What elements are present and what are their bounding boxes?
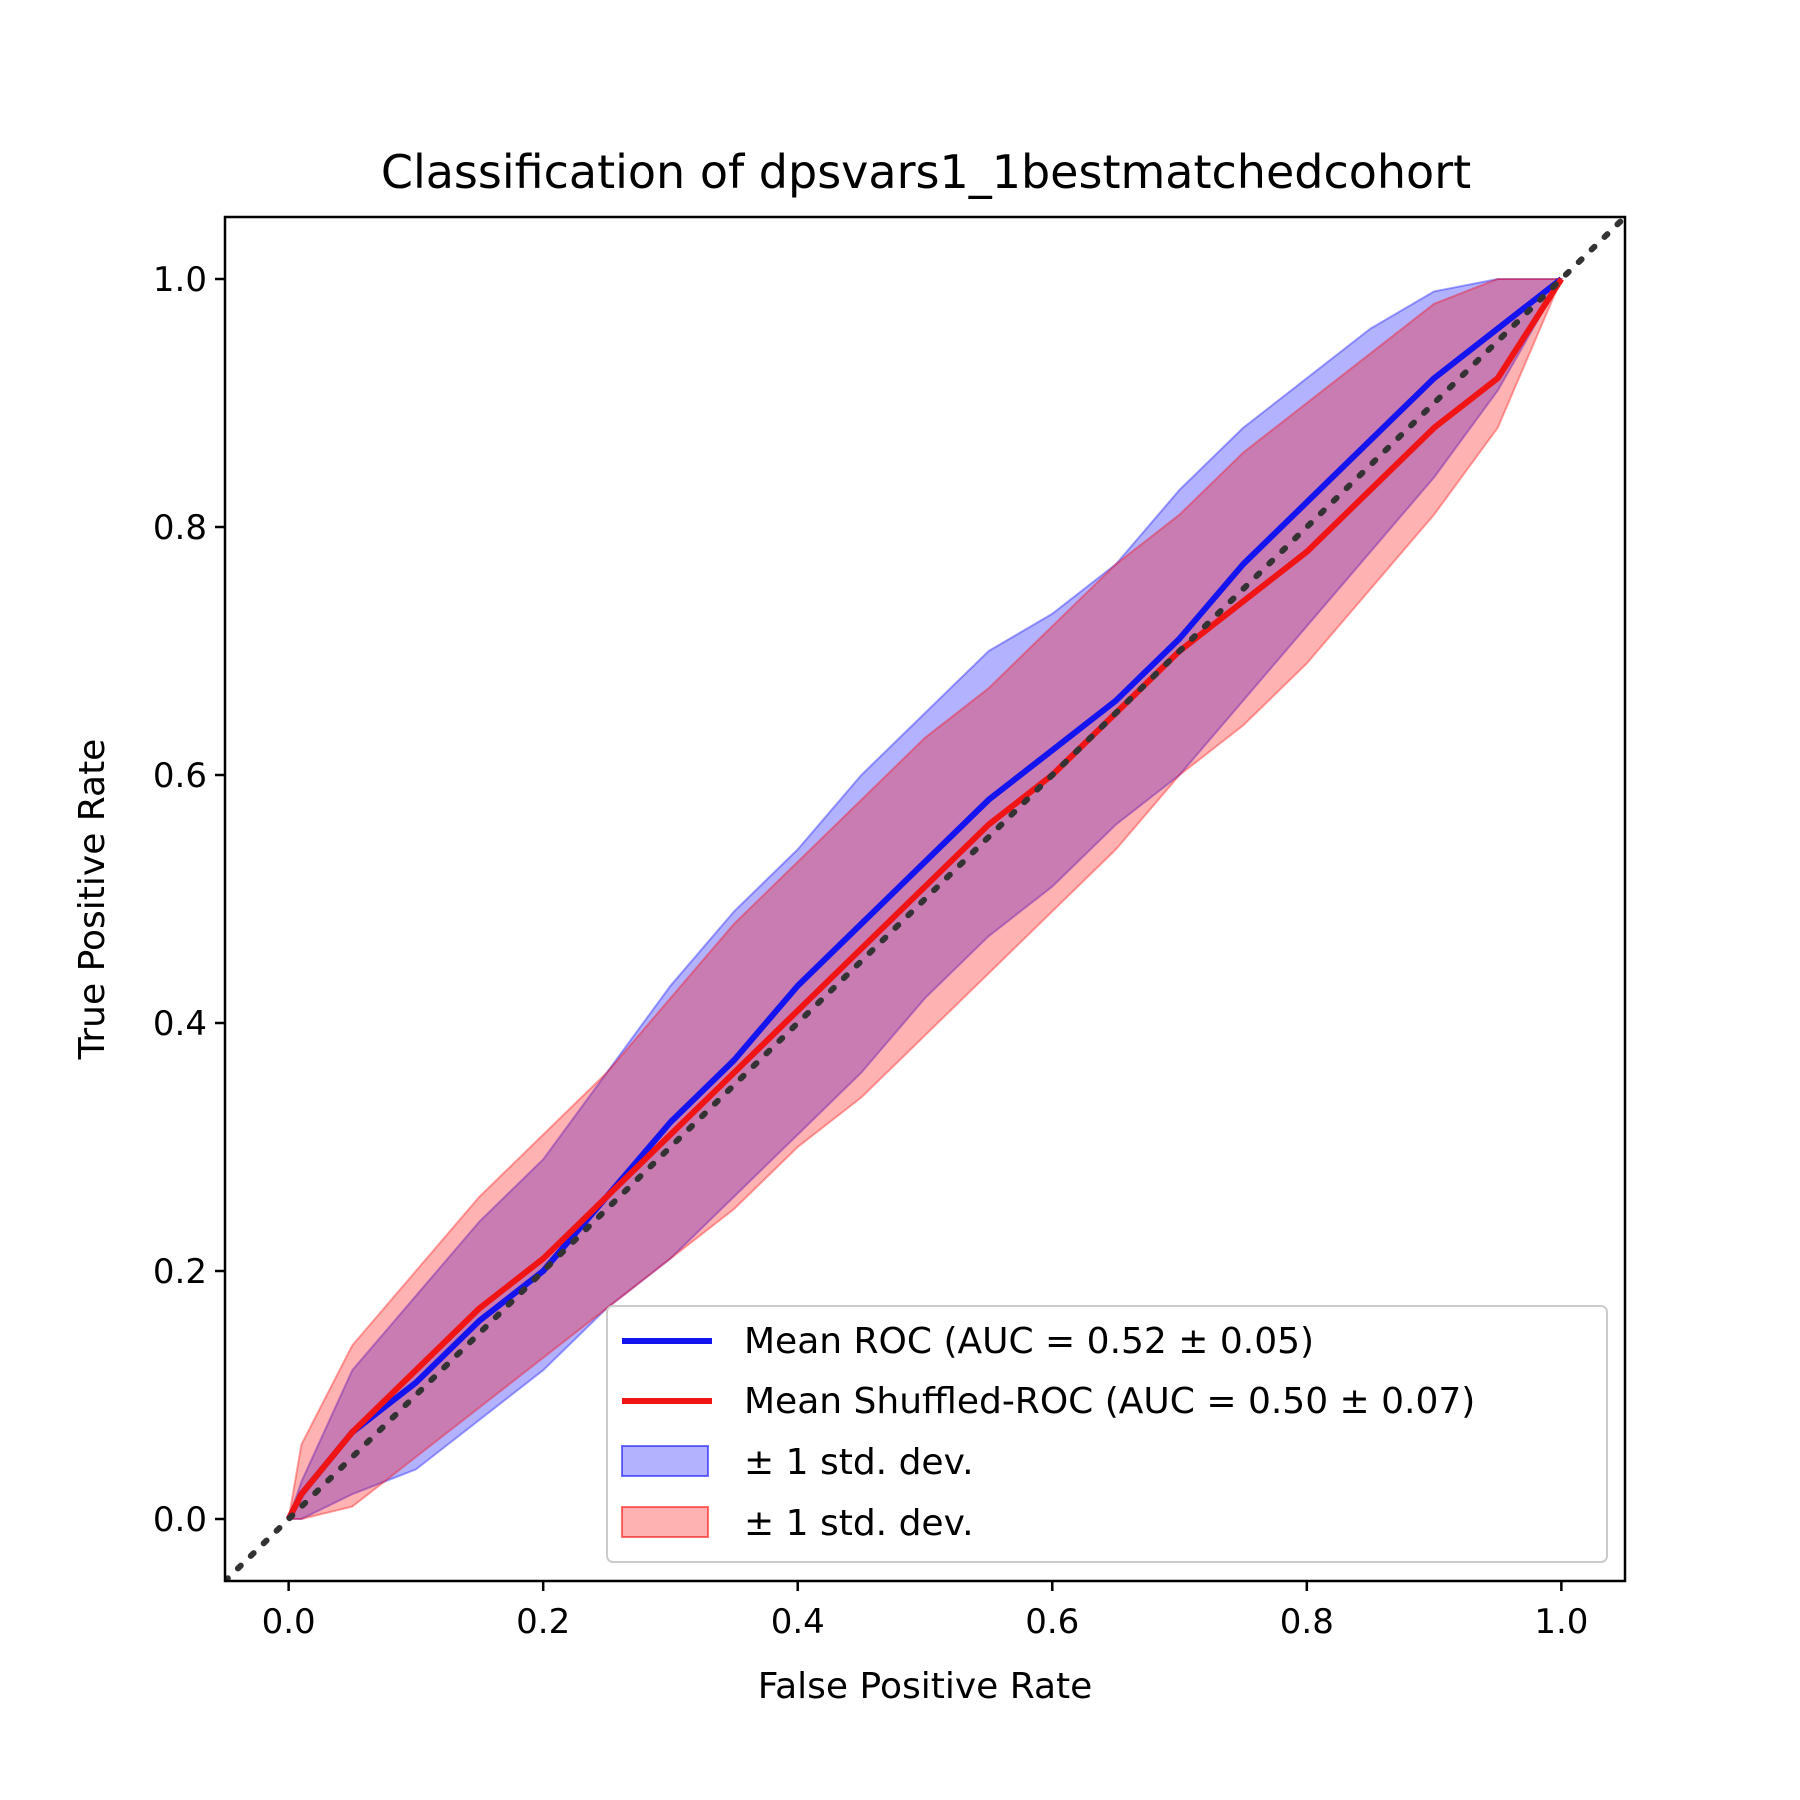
legend-swatch-std-blue [621, 1445, 709, 1477]
x-tick-label: 0.4 [771, 1602, 825, 1642]
plot-area [225, 217, 1625, 1581]
legend: Mean ROC (AUC = 0.52 ± 0.05) Mean Shuffl… [606, 1305, 1608, 1563]
y-tick-label: 0.4 [153, 1004, 207, 1044]
x-tick-label: 1.0 [1534, 1602, 1588, 1642]
y-tick-label: 0.2 [153, 1252, 207, 1292]
legend-swatch-std-red [621, 1506, 709, 1538]
legend-label-mean-roc: Mean ROC (AUC = 0.52 ± 0.05) [744, 1321, 1314, 1362]
mean-roc-line [285, 276, 1564, 1521]
y-tick-label: 0.0 [153, 1500, 207, 1540]
legend-label-shuffled-roc: Mean Shuffled-ROC (AUC = 0.50 ± 0.07) [744, 1381, 1475, 1422]
y-axis: 0.0 0.2 0.4 0.6 0.8 1.0 [153, 260, 225, 1540]
legend-label-std-blue: ± 1 std. dev. [744, 1442, 974, 1483]
y-axis-label: True Positive Rate [72, 739, 113, 1061]
x-tick-label: 0.8 [1280, 1602, 1334, 1642]
x-axis: 0.0 0.2 0.4 0.6 0.8 1.0 [262, 1581, 1588, 1642]
chance-line [225, 217, 1625, 1581]
legend-label-std-red: ± 1 std. dev. [744, 1503, 974, 1544]
x-tick-label: 0.0 [262, 1602, 316, 1642]
axes-frame [223, 215, 1627, 1583]
x-axis-label: False Positive Rate [758, 1666, 1093, 1707]
y-tick-label: 0.8 [153, 508, 207, 548]
x-tick-label: 0.2 [516, 1602, 570, 1642]
legend-box [606, 1305, 1608, 1563]
mean-shuffled-roc-line [285, 277, 1564, 1521]
chart-title: Classification of dpsvars1_1bestmatchedc… [381, 145, 1471, 199]
y-tick-label: 1.0 [153, 260, 207, 300]
x-tick-label: 0.6 [1025, 1602, 1079, 1642]
y-tick-label: 0.6 [153, 756, 207, 796]
